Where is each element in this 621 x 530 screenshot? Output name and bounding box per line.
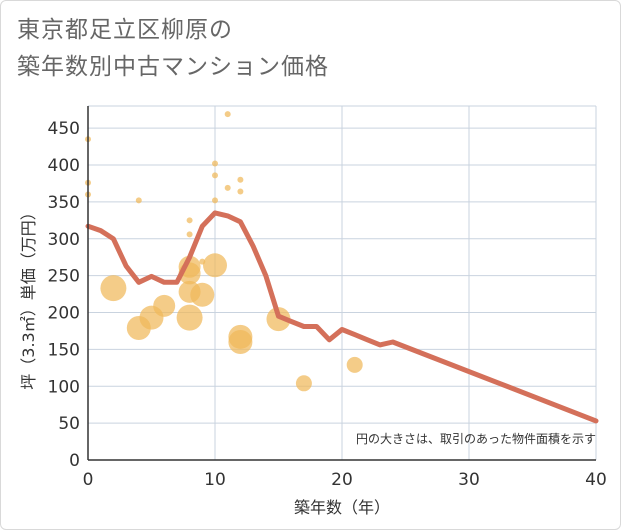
y-tick-150: 150	[48, 340, 80, 360]
x-tick-40: 40	[585, 470, 607, 490]
y-tick-250: 250	[48, 267, 80, 287]
y-tick-0: 0	[69, 451, 80, 471]
y-tick-350: 350	[48, 193, 80, 213]
bubble-7	[153, 294, 176, 317]
bubble-18	[212, 197, 218, 204]
bubble-size-note: 円の大きさは、取引のあった物件面積を示す	[356, 431, 596, 446]
y-tick-labels: 0 50 100 150 200 250 300 350 400 450	[48, 119, 80, 471]
bubble-8	[186, 217, 193, 224]
bubble-28	[346, 356, 363, 373]
title-line-2: 築年数別中古マンション価格	[17, 54, 329, 80]
y-tick-400: 400	[48, 156, 80, 176]
bubble-23	[237, 188, 244, 195]
bubble-27	[295, 375, 312, 392]
bubble-series	[85, 111, 363, 392]
bubble-20	[224, 111, 231, 118]
bubble-4	[135, 197, 142, 204]
y-axis-title: 坪（3.3㎡）単価（万円）	[19, 204, 38, 389]
y-tick-300: 300	[48, 230, 80, 250]
bubble-13	[176, 304, 203, 331]
y-tick-450: 450	[48, 119, 80, 139]
bubble-21	[224, 184, 231, 191]
bubble-9	[186, 231, 193, 238]
x-tick-0: 0	[83, 470, 94, 490]
x-tick-10: 10	[204, 470, 226, 490]
bubble-17	[212, 172, 218, 179]
bubble-25	[228, 330, 253, 354]
y-tick-200: 200	[48, 304, 80, 324]
bubble-16	[212, 160, 218, 167]
x-axis-title: 築年数（年）	[294, 498, 390, 517]
y-tick-100: 100	[48, 377, 80, 397]
axes	[87, 106, 596, 461]
trend-line	[85, 210, 599, 424]
bubble-26	[266, 307, 291, 332]
x-tick-20: 20	[331, 470, 353, 490]
y-tick-50: 50	[58, 414, 80, 434]
chart-title: 東京都足立区柳原の 築年数別中古マンション価格	[17, 12, 329, 86]
x-tick-labels: 0 10 20 30 40	[83, 470, 607, 490]
bubble-22	[237, 176, 244, 183]
x-tick-30: 30	[458, 470, 480, 490]
bubble-3	[100, 275, 127, 302]
bubble-15	[190, 282, 215, 307]
title-line-1: 東京都足立区柳原の	[17, 17, 233, 43]
bubble-19	[203, 253, 227, 278]
